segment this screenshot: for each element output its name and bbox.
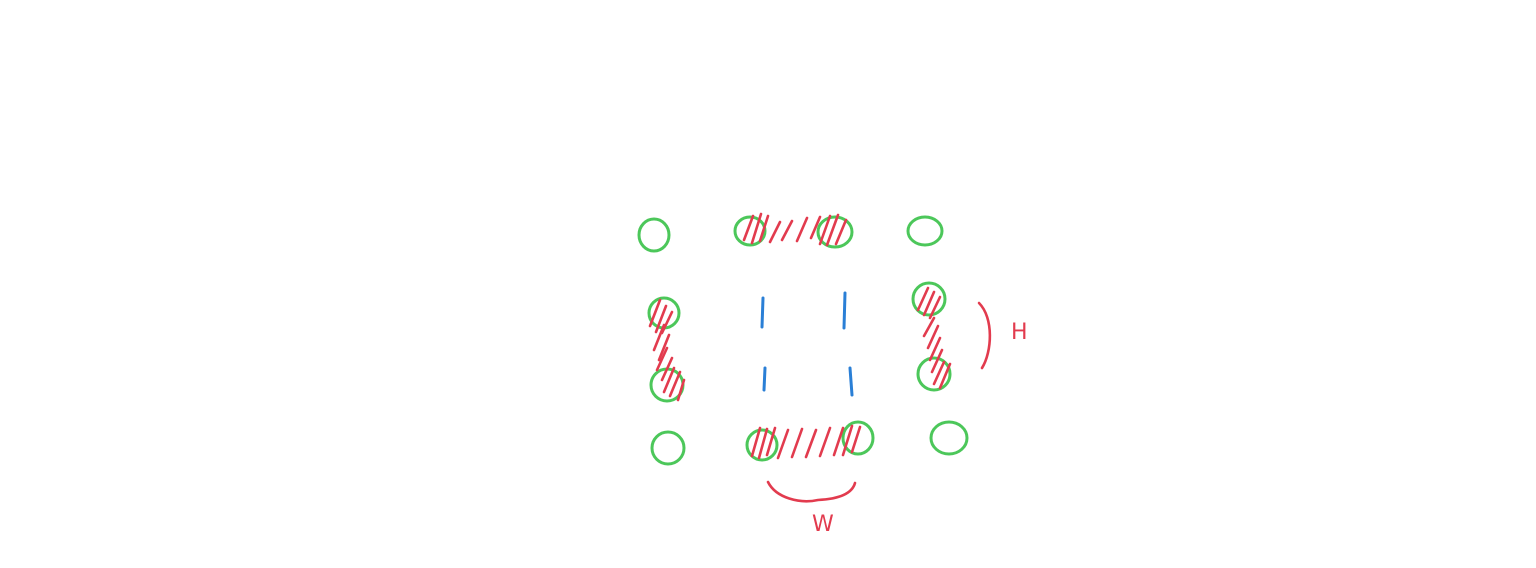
hatched-edge-top xyxy=(742,212,848,247)
grid-point-top-1 xyxy=(733,215,767,247)
grid-point-bottom-2 xyxy=(841,420,875,456)
inner-mark-1 xyxy=(760,296,765,329)
width-bracket xyxy=(766,480,857,503)
height-label: H xyxy=(1011,320,1028,345)
grid-point-right-2 xyxy=(916,356,952,392)
grid-point-bottom-1 xyxy=(745,428,779,462)
inner-mark-3 xyxy=(762,366,767,392)
grid-point-corner-top-right xyxy=(906,215,944,247)
hatched-edge-right xyxy=(916,286,952,390)
grid-point-corner-top-left xyxy=(637,217,671,253)
grid-point-top-2 xyxy=(816,215,854,249)
hatched-edge-left xyxy=(648,298,686,402)
grid-point-right-1 xyxy=(911,281,947,317)
grid-points xyxy=(637,215,969,466)
inner-mark-4 xyxy=(848,366,854,397)
grid-point-corner-bottom-right xyxy=(929,420,969,456)
grid-point-corner-bottom-left xyxy=(650,430,686,466)
hatched-edge-bottom xyxy=(750,424,862,460)
height-bracket xyxy=(977,301,992,370)
inner-mark-2 xyxy=(842,291,847,330)
width-label: W xyxy=(812,512,834,537)
inner-marks xyxy=(760,291,854,397)
